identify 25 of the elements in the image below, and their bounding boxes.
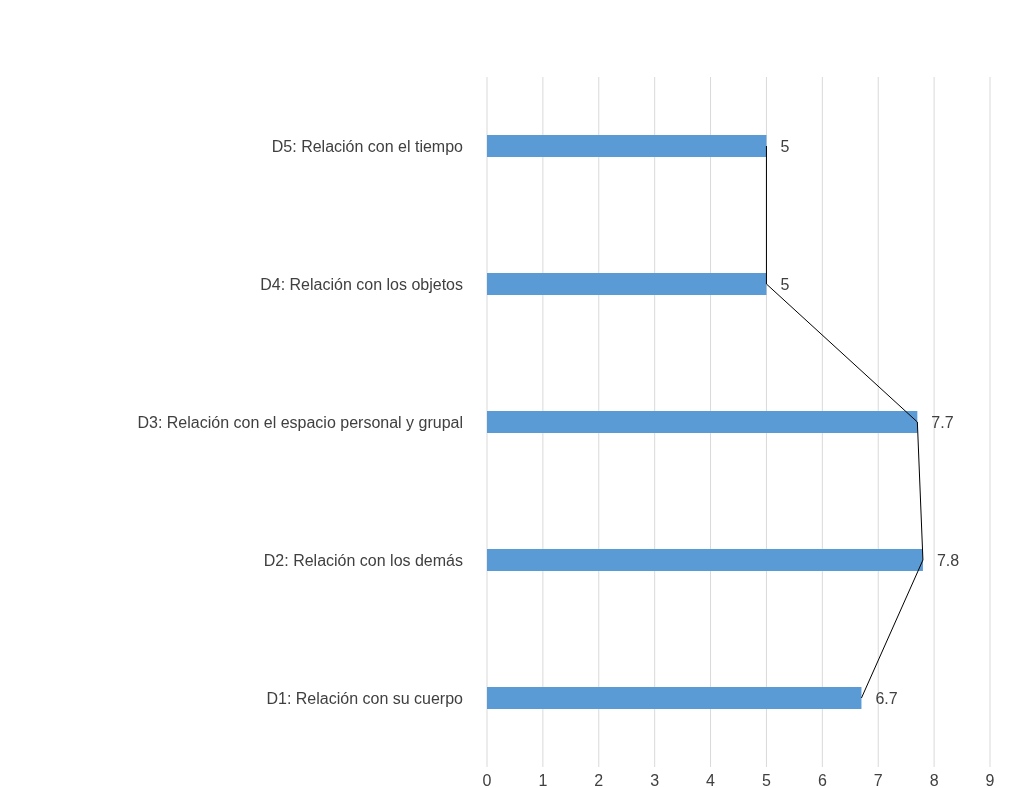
data-label: 7.8 — [936, 551, 960, 569]
x-tick-label: 2 — [594, 772, 604, 788]
x-tick-label: 5 — [761, 772, 771, 788]
y-tick-label: D2: Relación con los demás — [263, 551, 463, 569]
data-label: 7.7 — [931, 413, 954, 431]
x-tick-label: 8 — [929, 772, 939, 788]
x-tick-label: 9 — [985, 772, 995, 788]
x-tick-label: 0 — [482, 772, 492, 788]
x-tick-label: 1 — [538, 772, 548, 788]
bar — [487, 135, 767, 157]
bar — [487, 549, 923, 571]
x-tick-label: 7 — [873, 772, 883, 788]
x-tick-label: 3 — [650, 772, 660, 788]
y-tick-label: D5: Relación con el tiempo — [271, 137, 464, 155]
data-label: 5 — [780, 275, 790, 293]
y-tick-label: D4: Relación con los objetos — [260, 275, 463, 293]
bar — [487, 273, 767, 295]
bar — [487, 687, 862, 709]
x-tick-label: 6 — [817, 772, 827, 788]
y-tick-label: D1: Relación con su cuerpo — [266, 689, 464, 707]
data-label: 6.7 — [875, 689, 898, 707]
y-tick-label: D3: Relación con el espacio personal y grupal — [137, 413, 463, 431]
data-label: 5 — [780, 137, 790, 155]
bar — [487, 411, 918, 433]
x-tick-label: 4 — [706, 772, 716, 788]
